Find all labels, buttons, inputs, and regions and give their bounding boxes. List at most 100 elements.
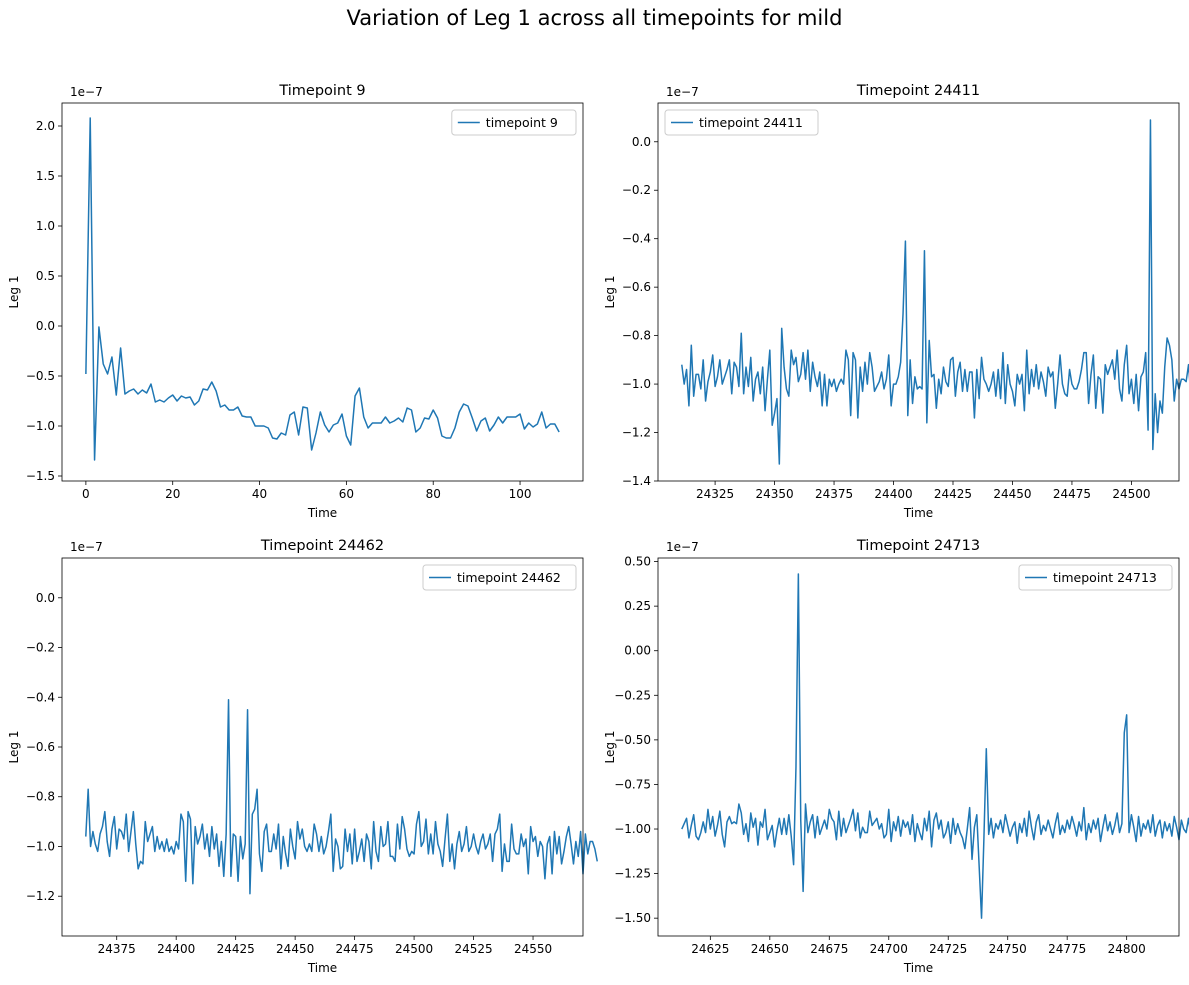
y-tick-label: −1.5 (26, 469, 55, 483)
legend: timepoint 9 (451, 109, 577, 136)
y-tick-label: 1.0 (36, 219, 55, 233)
x-tick-label: 24475 (1053, 487, 1091, 501)
x-tick-label: 24550 (514, 942, 552, 956)
subplot-3: 24375 24400 24425 24450 24475 24500 24525 24550… (7, 538, 599, 975)
y-tick-label: −1.4 (622, 474, 651, 488)
x-tick-label: 40 (252, 487, 267, 501)
legend: timepoint 24462 (422, 564, 577, 591)
x-tick-label: 24375 (98, 942, 136, 956)
x-tick-label: 24450 (993, 487, 1031, 501)
x-tick-label: 24500 (1112, 487, 1150, 501)
x-tick-label: 100 (509, 487, 532, 501)
x-tick-label: 24400 (157, 942, 195, 956)
legend-label: timepoint 24411 (699, 115, 803, 130)
x-tick-label: 80 (426, 487, 441, 501)
x-tick-label: 24500 (395, 942, 433, 956)
y-tick-label: −0.6 (622, 280, 651, 294)
legend: timepoint 24411 (664, 109, 819, 136)
y-tick-label: −0.4 (26, 690, 55, 704)
y-tick-label: −1.0 (26, 419, 55, 433)
legend: timepoint 24713 (1018, 564, 1173, 591)
y-tick-label: −0.2 (622, 183, 651, 197)
legend-label: timepoint 9 (486, 115, 558, 130)
x-tick-label: 24675 (810, 942, 848, 956)
x-tick-label: 24450 (276, 942, 314, 956)
legend-box (422, 564, 577, 591)
y-tick-label: 0.0 (36, 319, 55, 333)
axis-offset-text: 1e−7 (666, 85, 699, 99)
subplot-4: 24625 24650 24675 24700 24725 24750 24775 24800… (603, 538, 1189, 975)
x-tick-label: 24475 (336, 942, 374, 956)
y-tick-label: −1.0 (26, 839, 55, 853)
y-tick-label: −1.2 (26, 889, 55, 903)
y-tick-label: −0.8 (26, 790, 55, 804)
x-tick-label: 24650 (751, 942, 789, 956)
x-tick-label: 24425 (934, 487, 972, 501)
y-tick-label: 2.0 (36, 119, 55, 133)
figure-title: Variation of Leg 1 across all timepoints… (346, 6, 843, 30)
x-tick-label: 24625 (691, 942, 729, 956)
plot-frame (657, 102, 1180, 482)
x-axis-label: Time (307, 961, 337, 975)
x-tick-label: 24525 (454, 942, 492, 956)
y-tick-label: −1.00 (614, 822, 651, 836)
y-tick-label: −0.8 (622, 329, 651, 343)
legend-box (1018, 564, 1173, 591)
x-tick-label: 20 (165, 487, 180, 501)
y-tick-label: −0.25 (614, 688, 651, 702)
subplot-title: Timepoint 24462 (260, 538, 384, 554)
y-tick-label: 0.00 (624, 644, 651, 658)
x-tick-label: 24425 (217, 942, 255, 956)
y-tick-label: 0.5 (36, 269, 55, 283)
x-tick-label: 60 (339, 487, 354, 501)
series-line (85, 117, 560, 461)
y-axis-label: Leg 1 (7, 731, 21, 764)
y-axis-label: Leg 1 (7, 276, 21, 309)
legend-label: timepoint 24462 (457, 570, 561, 585)
x-axis-label: Time (307, 506, 337, 520)
subplot-1: 0 20 40 60 80 100 −1.5 −1.0 −0.5 0.0 0.5 1.0 1.5 2.0 T… (7, 83, 584, 520)
y-tick-label: −0.2 (26, 641, 55, 655)
y-tick-label: −1.0 (622, 377, 651, 391)
legend-box (451, 109, 577, 136)
y-tick-label: −0.4 (622, 232, 651, 246)
x-tick-label: 24325 (696, 487, 734, 501)
y-axis-label: Leg 1 (603, 731, 617, 764)
y-tick-label: −0.5 (26, 369, 55, 383)
y-axis-label: Leg 1 (603, 276, 617, 309)
x-tick-label: 24700 (870, 942, 908, 956)
x-axis-label: Time (903, 506, 933, 520)
y-tick-label: −1.25 (614, 867, 651, 881)
y-tick-label: 0.25 (624, 599, 651, 613)
y-tick-label: 0.50 (624, 555, 651, 569)
x-tick-label: 0 (82, 487, 90, 501)
plot-frame (657, 557, 1180, 937)
subplot-title: Timepoint 9 (278, 83, 365, 99)
plot-frame (61, 102, 584, 482)
y-tick-label: −1.2 (622, 426, 651, 440)
x-tick-label: 24800 (1108, 942, 1146, 956)
x-axis-label: Time (903, 961, 933, 975)
subplot-2: 24325 24350 24375 24400 24425 24450 24475 24500… (603, 83, 1189, 520)
y-tick-label: 1.5 (36, 169, 55, 183)
x-tick-label: 24775 (1048, 942, 1086, 956)
x-tick-label: 24750 (989, 942, 1027, 956)
subplot-title: Timepoint 24411 (856, 83, 980, 99)
y-tick-label: −0.6 (26, 740, 55, 754)
legend-box (664, 109, 819, 136)
y-tick-label: −0.50 (614, 733, 651, 747)
series-line (681, 119, 1189, 465)
y-tick-label: −1.50 (614, 911, 651, 925)
x-tick-label: 24350 (755, 487, 793, 501)
legend-label: timepoint 24713 (1053, 570, 1157, 585)
x-tick-label: 24400 (874, 487, 912, 501)
series-line (85, 699, 599, 895)
axis-offset-text: 1e−7 (70, 85, 103, 99)
y-tick-label: 0.0 (632, 135, 651, 149)
plot-frame (61, 557, 584, 937)
series-line (681, 573, 1189, 919)
x-tick-label: 24725 (929, 942, 967, 956)
subplot-title: Timepoint 24713 (856, 538, 980, 554)
axis-offset-text: 1e−7 (70, 540, 103, 554)
